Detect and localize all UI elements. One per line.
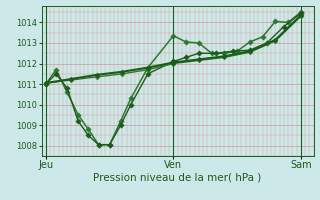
X-axis label: Pression niveau de la mer( hPa ): Pression niveau de la mer( hPa ) xyxy=(93,173,262,183)
